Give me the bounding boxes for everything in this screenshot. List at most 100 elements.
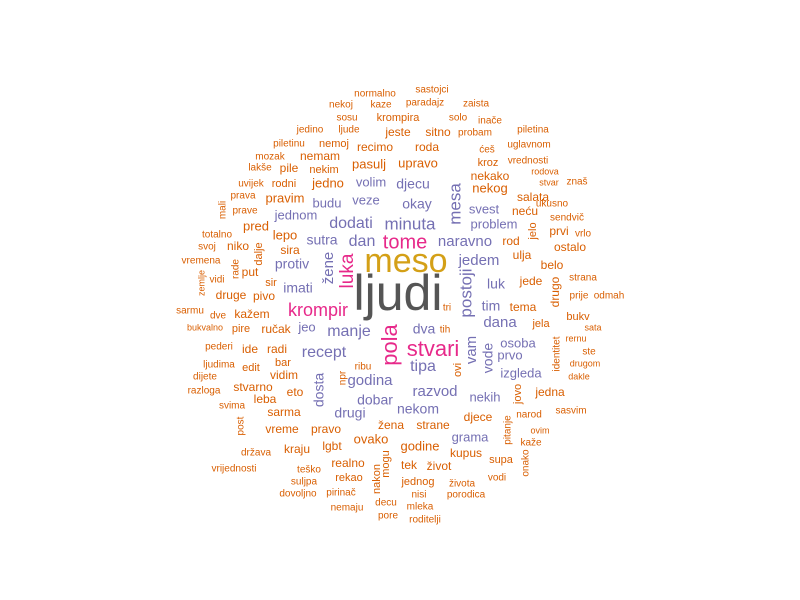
word-grama: grama xyxy=(452,429,490,444)
word-država: država xyxy=(241,448,271,459)
word-krompir: krompir xyxy=(288,300,348,320)
word-ljudi: ljudi xyxy=(354,265,443,321)
word-salata: salata xyxy=(517,190,549,204)
word-tipa: tipa xyxy=(410,358,436,375)
word-totalno: totalno xyxy=(202,230,232,241)
word-jedno: jedno xyxy=(311,175,344,190)
word-post: post xyxy=(236,416,247,435)
word-roda: roda xyxy=(415,140,439,154)
word-ćeš: ćeš xyxy=(479,145,495,156)
word-luk: luk xyxy=(487,276,506,292)
word-uglavnom: uglavnom xyxy=(507,140,550,151)
word-pravim: pravim xyxy=(265,190,304,205)
word-leba: leba xyxy=(254,392,277,406)
word-mesa: mesa xyxy=(445,183,464,225)
word-pile: pile xyxy=(280,161,299,175)
word-jede: jede xyxy=(519,274,543,288)
word-narod: narod xyxy=(516,410,542,421)
word-ovim: ovim xyxy=(530,425,549,435)
word-sitno: sitno xyxy=(425,125,451,139)
word-pivo: pivo xyxy=(253,289,275,303)
word-prvo: prvo xyxy=(497,347,522,362)
word-stvari: stvari xyxy=(407,336,460,361)
word-sasvim: sasvim xyxy=(555,406,586,417)
word-svima: svima xyxy=(219,401,246,412)
word-drugom: drugom xyxy=(570,358,601,368)
word-drugo: drugo xyxy=(548,276,562,307)
word-ide: ide xyxy=(242,342,258,356)
word-lepo: lepo xyxy=(273,227,298,242)
word-sendvič: sendvič xyxy=(550,213,584,224)
word-svoj: svoj xyxy=(198,242,216,253)
word-minuta: minuta xyxy=(384,214,436,233)
word-prave: prave xyxy=(232,206,257,217)
word-lgbt: lgbt xyxy=(322,439,342,453)
word-supa: supa xyxy=(489,454,514,466)
word-zaista: zaista xyxy=(463,99,490,110)
word-kraju: kraju xyxy=(284,442,310,456)
word-krompira: krompira xyxy=(377,112,421,124)
word-radi: radi xyxy=(267,342,287,356)
word-pred: pred xyxy=(243,218,269,233)
word-vrlo: vrlo xyxy=(575,229,592,240)
word-dosta: dosta xyxy=(311,373,327,407)
word-vam: vam xyxy=(463,336,480,364)
word-ljudima: ljudima xyxy=(203,360,235,371)
word-ulja: ulja xyxy=(513,248,532,262)
word-protiv: protiv xyxy=(275,256,309,272)
word-jeste: jeste xyxy=(384,125,411,139)
word-kažem: kažem xyxy=(234,307,269,321)
word-vrednosti: vrednosti xyxy=(508,156,549,167)
word-prava: prava xyxy=(230,191,255,202)
word-normalno: normalno xyxy=(354,89,396,100)
word-žena: žena xyxy=(378,418,404,432)
word-dijete: dijete xyxy=(193,372,217,383)
word-bukvalno: bukvalno xyxy=(187,322,223,332)
word-problem: problem xyxy=(471,216,518,231)
word-rod: rod xyxy=(502,234,519,248)
word-uvijek: uvijek xyxy=(238,179,265,190)
word-godina: godina xyxy=(347,372,393,389)
word-vode: vode xyxy=(480,343,496,374)
word-nemam: nemam xyxy=(300,149,340,163)
word-manje: manje xyxy=(327,323,371,340)
word-rodova: rodova xyxy=(531,166,559,176)
word-života: života xyxy=(449,479,476,490)
word-imati: imati xyxy=(283,280,313,296)
word-nakon: nakon xyxy=(371,464,383,494)
word-niko: niko xyxy=(227,239,249,253)
word-jednog: jednog xyxy=(400,476,434,488)
word-nekako: nekako xyxy=(471,169,510,183)
word-djecu: djecu xyxy=(396,176,429,192)
word-jedem: jedem xyxy=(458,252,500,269)
word-nekom: nekom xyxy=(397,401,439,417)
word-put: put xyxy=(242,265,259,279)
word-pitanje: pitanje xyxy=(503,415,514,445)
word-identitet: identitet xyxy=(552,336,563,371)
word-lakše: lakše xyxy=(248,163,272,174)
word-odmah: odmah xyxy=(594,291,625,302)
word-prvi: prvi xyxy=(549,224,568,238)
word-ručak: ručak xyxy=(261,322,291,336)
word-ribu: ribu xyxy=(355,362,372,373)
word-razvod: razvod xyxy=(412,383,457,400)
word-pola: pola xyxy=(377,323,402,365)
word-rade: rade xyxy=(231,259,242,279)
word-zemlje: zemlje xyxy=(196,270,206,296)
word-kaže: kaže xyxy=(520,438,542,449)
word-pore: pore xyxy=(378,511,398,522)
word-bukv: bukv xyxy=(566,311,590,323)
word-strana: strana xyxy=(569,273,597,284)
word-jela: jela xyxy=(531,318,550,330)
word-stvarno: stvarno xyxy=(233,380,273,394)
word-dve: dve xyxy=(210,311,227,322)
word-kroz: kroz xyxy=(478,157,499,169)
word-dovoljno: dovoljno xyxy=(279,489,317,500)
word-probam: probam xyxy=(458,128,492,139)
word-sata: sata xyxy=(584,322,601,332)
word-mali: mali xyxy=(218,201,229,219)
word-jelo: jelo xyxy=(527,222,539,240)
word-inače: inače xyxy=(478,116,502,127)
word-nekog: nekog xyxy=(472,180,507,195)
word-mozak: mozak xyxy=(255,152,285,163)
